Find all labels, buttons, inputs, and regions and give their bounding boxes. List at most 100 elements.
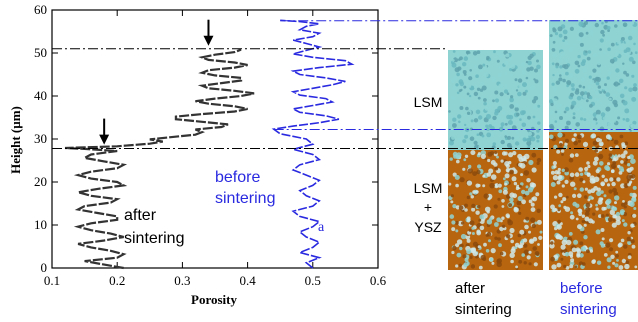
particle [582,180,586,184]
particle [469,127,473,131]
particle [574,172,580,177]
particle [478,64,483,70]
particle [461,221,465,225]
particle [613,103,619,108]
particle [604,178,609,183]
particle [502,111,506,116]
particle [569,26,575,31]
particle [550,241,554,245]
particle [629,129,632,132]
y-tick-label: 10 [34,217,47,232]
particle [563,167,569,173]
particle [486,57,489,61]
particle [551,35,556,40]
particle [627,255,632,260]
particle [578,84,582,88]
particle [490,76,496,82]
particle [558,58,563,64]
particle [606,76,610,80]
particle [577,208,583,214]
particle [623,222,628,227]
particle [538,93,542,97]
particle [578,29,581,32]
particle [574,60,580,66]
particle [591,133,597,139]
particle [510,64,516,69]
particle [460,233,467,240]
particle [514,141,520,146]
particle [632,120,637,125]
particle [481,96,484,99]
particle [585,211,590,216]
particle [523,249,530,256]
particle [617,116,621,120]
particle [598,214,602,219]
particle [504,173,510,179]
layer-label-lsm: LSM [414,94,443,110]
particle [464,258,469,262]
particle [498,243,502,248]
particle [536,208,541,213]
particle [532,115,536,119]
y-tick-label: 0 [41,260,48,275]
particle [580,61,586,67]
particle [554,31,559,36]
particle [632,91,636,94]
particle [631,197,637,203]
particle [498,127,504,132]
particle [466,249,472,255]
particle [492,99,495,103]
particle [521,199,526,205]
particle [473,118,479,123]
particle [505,163,510,169]
particle [562,248,568,254]
particle [586,56,591,61]
particle [607,217,613,223]
particle [615,211,621,217]
particle [607,162,611,166]
particle [462,139,467,144]
particle [524,190,530,196]
particle [481,134,485,138]
particle [611,181,616,187]
particle [539,230,543,234]
particle [623,150,628,155]
particle [455,264,459,268]
particle [469,192,473,196]
particle [449,140,454,146]
particle [582,141,589,147]
particle [526,255,531,260]
particle [622,200,625,203]
particle [621,219,625,223]
particle [582,94,587,99]
particle [622,100,628,106]
particle [481,85,487,91]
particle [583,235,588,240]
particle [592,140,598,146]
series-before-sintering [271,19,355,269]
particle [562,78,566,83]
particle [592,88,596,91]
particle [493,50,496,54]
particle [589,249,594,253]
particle [632,86,638,92]
particle [602,85,607,90]
particle [486,172,492,177]
particle [569,214,575,220]
particle [611,222,617,228]
particle [511,176,517,182]
particle [510,248,516,254]
particle [530,207,536,213]
particle [526,178,531,183]
particle [516,112,520,117]
particle [569,153,575,158]
after-sintering-label-line1: after [124,207,157,224]
particle [520,240,524,244]
particle [479,225,485,231]
particle [558,192,563,198]
particle [564,41,569,46]
particle [612,218,616,222]
particle [484,106,489,111]
marker-a-label: a [318,220,325,235]
